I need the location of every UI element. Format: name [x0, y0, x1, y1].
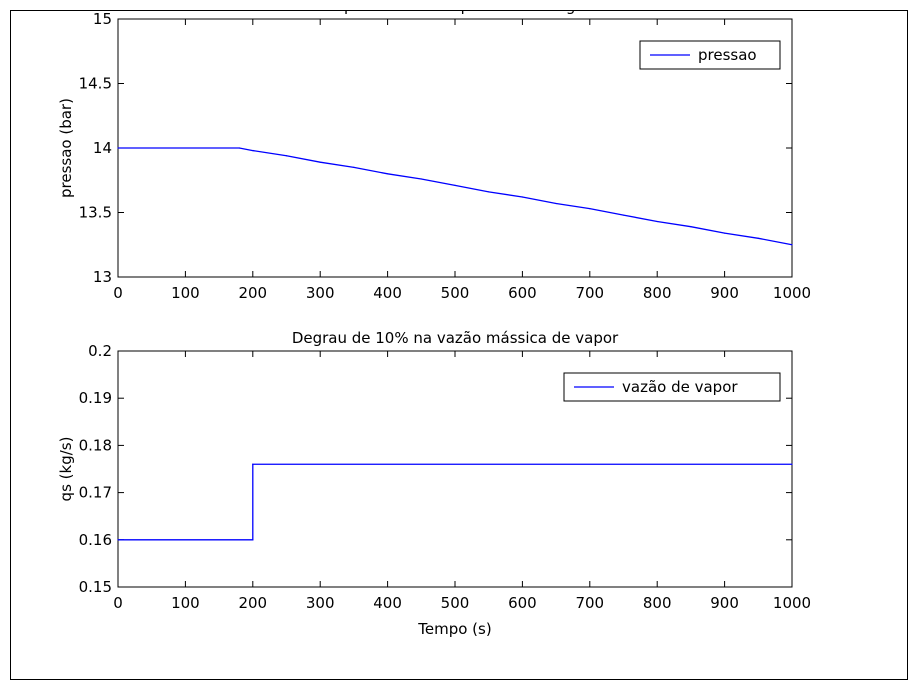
- chart0-series-0-point: [521, 196, 523, 198]
- chart0-y-tick-label: 14: [93, 139, 112, 157]
- chart1-x-tick-label: 300: [306, 594, 335, 612]
- figure-canvas: 0 100 200 300 400 500 600 700 800 900 10001313.514…: [57, 11, 811, 638]
- chart0-series-0-point: [319, 161, 321, 163]
- figure-frame: 0 100 200 300 400 500 600 700 800 900 1000 13 13.5 14…: [10, 10, 908, 680]
- chart1-x-tick-label: 200: [238, 594, 267, 612]
- chart1-y-tick-label: 0.17: [79, 484, 112, 502]
- chart0-x-tick-label: 200: [238, 284, 267, 302]
- chart0-x-tick-label: 700: [575, 284, 604, 302]
- chart0-series-0-point: [791, 244, 793, 246]
- chart0-series-0-point: [589, 208, 591, 210]
- chart0-x-tick-label: 300: [306, 284, 335, 302]
- chart1-x-tick-label: 600: [508, 594, 537, 612]
- chart0-legend-label: pressao: [698, 46, 757, 64]
- chart1-x-tick-label: 500: [441, 594, 470, 612]
- chart0-y-tick-label: 14.5: [79, 75, 112, 93]
- chart0-x-tick-label: 400: [373, 284, 402, 302]
- chart1-series-0-point: [117, 539, 119, 541]
- chart0-x-tick-label: 0: [113, 284, 123, 302]
- chart1-y-tick-label: 0.18: [79, 436, 112, 454]
- chart1-x-tick-label: 800: [643, 594, 672, 612]
- chart0-series-0-point: [454, 184, 456, 187]
- chart0-series-0-point: [488, 191, 490, 193]
- chart0-series-0-point: [285, 155, 288, 157]
- chart1-series-0-point: [791, 463, 793, 465]
- chart0-series-0-point: [690, 226, 692, 228]
- chart0-series-0-point: [622, 214, 625, 216]
- chart0-x-tick-label: 600: [508, 284, 537, 302]
- chart0-series-0-point: [353, 166, 355, 168]
- chart1-x-tick-label: 400: [373, 594, 402, 612]
- chart0-x-tick-label: 1000: [773, 284, 811, 302]
- chart0-x-tick-label: 500: [441, 284, 470, 302]
- chart1-x-tick-label: 900: [710, 594, 739, 612]
- chart0-series-0-point: [724, 232, 726, 234]
- chart0-series-0-point: [555, 202, 557, 205]
- chart1-x-tick-label: 100: [171, 594, 200, 612]
- chart1-title: Degrau de 10% na vazão mássica de vapor: [292, 329, 619, 347]
- chart1-x-tick-label: 0: [113, 594, 123, 612]
- chart0-title: Comportamento da pressão ao degrau: [310, 11, 601, 15]
- chart1-x-axis-label: Tempo (s): [417, 620, 491, 638]
- chart0-series-0-point: [757, 237, 759, 239]
- chart0-x-tick-label: 100: [171, 284, 200, 302]
- chart1-y-tick-label: 0.16: [79, 531, 112, 549]
- chart1-series-0-line: [118, 463, 792, 541]
- chart0-y-tick-label: 13: [93, 268, 112, 286]
- chart1-legend-label: vazão de vapor: [622, 378, 738, 396]
- chart0-series-0-point: [117, 147, 119, 149]
- chart1-series-0-point: [252, 463, 254, 465]
- chart0-y-tick-label: 13.5: [79, 204, 112, 222]
- chart0-y-tick-label: 15: [93, 11, 112, 28]
- chart0-series-0-point: [656, 220, 658, 223]
- chart1-y-tick-label: 0.2: [88, 342, 112, 360]
- chart0-x-tick-label: 800: [643, 284, 672, 302]
- chart0-series-0-point: [252, 149, 254, 152]
- chart0-y-axis-label: pressao (bar): [57, 98, 75, 198]
- chart1-y-tick-label: 0.19: [79, 389, 112, 407]
- chart0-series-0-point: [238, 147, 240, 149]
- chart0-series-0-point: [387, 173, 389, 175]
- chart1-y-axis-label: qs (kg/s): [57, 437, 75, 502]
- chart1-x-tick-label: 1000: [773, 594, 811, 612]
- chart0-series-0-point: [420, 178, 422, 180]
- chart1-y-tick-label: 0.15: [79, 578, 112, 596]
- chart0-x-tick-label: 900: [710, 284, 739, 302]
- chart1-series-0-point: [252, 539, 254, 541]
- chart1-x-tick-label: 700: [575, 594, 604, 612]
